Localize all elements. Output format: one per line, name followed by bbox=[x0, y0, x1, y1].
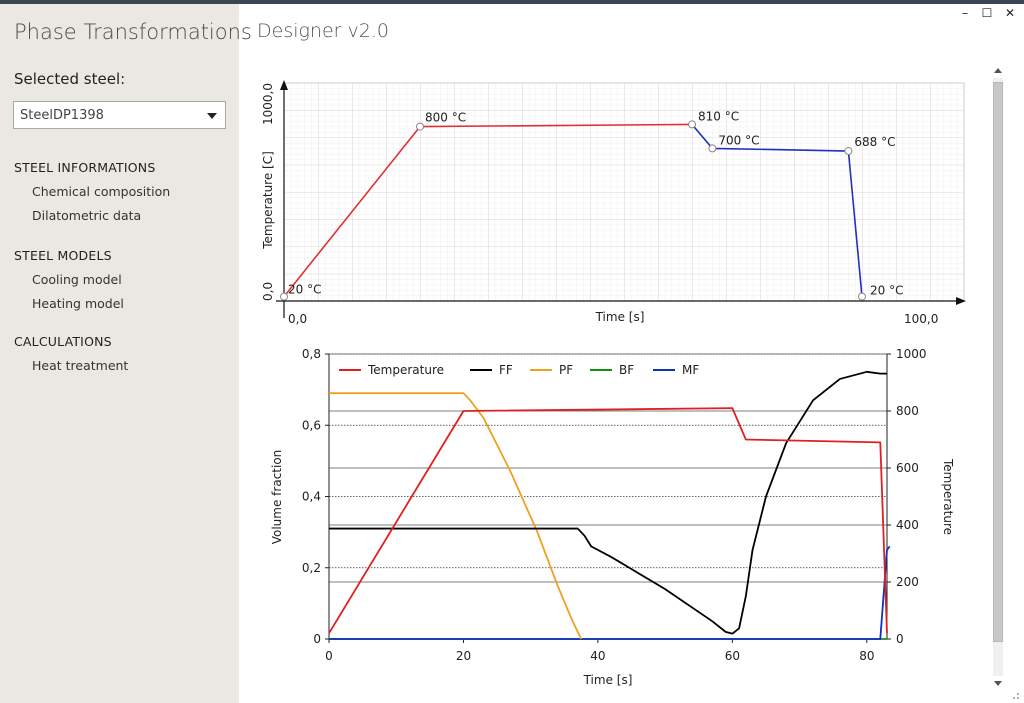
scroll-thumb[interactable] bbox=[993, 82, 1003, 642]
phase-series-line-pf bbox=[329, 392, 582, 640]
designer-y-axis-arrow bbox=[280, 80, 288, 90]
designer-point-label: 20 °C bbox=[870, 284, 903, 298]
designer-chart[interactable]: Temperature [C] 1000,0 0,0 0,0 Time [s] … bbox=[240, 70, 980, 340]
phase-ytick-label: 0 bbox=[313, 632, 321, 646]
phase-series-line-mf bbox=[329, 545, 891, 640]
designer-x-right-label: 100,0 bbox=[904, 312, 938, 326]
designer-point-handle[interactable] bbox=[280, 292, 288, 301]
phase-xtick-label: 80 bbox=[859, 649, 874, 663]
designer-title: Designer v2.0 bbox=[257, 20, 389, 42]
designer-ylabel: Temperature [C] bbox=[261, 151, 275, 250]
phase-xtick-label: 40 bbox=[590, 649, 605, 663]
nav-cooling-model[interactable]: Cooling model bbox=[32, 272, 122, 287]
phase-legend-label: MF bbox=[682, 363, 699, 377]
designer-point-label: 810 °C bbox=[698, 109, 739, 123]
phase-y2tick-label: 0 bbox=[896, 632, 904, 646]
phase-y2tick-label: 400 bbox=[896, 518, 919, 532]
phase-xtick-label: 60 bbox=[725, 649, 740, 663]
window-top-border bbox=[0, 0, 1024, 4]
phase-ytick-label: 0,8 bbox=[302, 347, 321, 361]
maximize-button[interactable]: ☐ bbox=[981, 6, 993, 20]
designer-point-label: 20 °C bbox=[288, 283, 321, 297]
phase-legend-label: PF bbox=[559, 363, 573, 377]
section-steel-models: STEEL MODELS bbox=[14, 248, 112, 263]
nav-dilatometric-data[interactable]: Dilatometric data bbox=[32, 208, 142, 223]
phase-y2tick-label: 1000 bbox=[896, 347, 927, 361]
designer-x-axis-arrow bbox=[956, 297, 966, 305]
phase-xtick-label: 0 bbox=[325, 649, 333, 663]
phase-series-line-ff bbox=[329, 370, 887, 635]
designer-point-handle[interactable] bbox=[858, 292, 866, 301]
designer-series-line-1 bbox=[691, 123, 863, 297]
phase-y2tick-label: 200 bbox=[896, 575, 919, 589]
steel-select-value: SteelDP1398 bbox=[20, 108, 104, 123]
phase-ytick-label: 0,6 bbox=[302, 418, 321, 432]
close-button[interactable]: ✕ bbox=[1004, 6, 1016, 20]
selected-steel-label: Selected steel: bbox=[14, 70, 126, 88]
phase-legend-label: FF bbox=[499, 363, 513, 377]
designer-point-label: 700 °C bbox=[718, 133, 759, 147]
nav-chemical-composition[interactable]: Chemical composition bbox=[32, 184, 171, 199]
phase-y2tick-label: 600 bbox=[896, 461, 919, 475]
app-title: Phase Transformations bbox=[14, 20, 252, 44]
designer-point-handle[interactable] bbox=[688, 120, 696, 129]
designer-point-handle[interactable] bbox=[844, 147, 853, 156]
section-calculations: CALCULATIONS bbox=[14, 334, 112, 349]
designer-major-grid bbox=[284, 83, 964, 301]
phase-y2tick-label: 800 bbox=[896, 404, 919, 418]
designer-point-label: 688 °C bbox=[854, 135, 895, 149]
phase-y2label: Temperature bbox=[941, 458, 955, 535]
phase-series-line-temperature bbox=[328, 407, 888, 634]
chevron-down-icon[interactable] bbox=[207, 113, 217, 119]
resize-grip-icon[interactable] bbox=[1010, 690, 1020, 700]
designer-point-handle[interactable] bbox=[708, 144, 717, 153]
section-steel-informations: STEEL INFORMATIONS bbox=[14, 160, 156, 175]
designer-y-top-label: 1000,0 bbox=[261, 83, 275, 125]
phase-legend-label: BF bbox=[619, 363, 634, 377]
scroll-down-icon[interactable] bbox=[994, 681, 1002, 686]
nav-heating-model[interactable]: Heating model bbox=[32, 296, 124, 311]
nav-heat-treatment[interactable]: Heat treatment bbox=[32, 358, 129, 373]
designer-xlabel: Time [s] bbox=[595, 310, 645, 324]
minimize-button[interactable]: – bbox=[962, 6, 968, 20]
phase-ylabel: Volume fraction bbox=[270, 450, 284, 545]
phase-ytick-label: 0,4 bbox=[302, 490, 321, 504]
steel-select[interactable]: SteelDP1398 bbox=[13, 101, 226, 129]
designer-point-handle[interactable] bbox=[416, 122, 424, 131]
phase-ytick-label: 0,2 bbox=[302, 561, 321, 575]
designer-x-left-label: 0,0 bbox=[288, 312, 307, 326]
phase-xlabel: Time [s] bbox=[583, 673, 633, 686]
phase-xtick-label: 20 bbox=[456, 649, 471, 663]
designer-y-bottom-label: 0,0 bbox=[261, 282, 275, 301]
designer-point-label: 800 °C bbox=[425, 111, 466, 125]
phase-legend-label: Temperature bbox=[367, 363, 444, 377]
vertical-scrollbar[interactable] bbox=[990, 66, 1006, 688]
scroll-up-icon[interactable] bbox=[994, 68, 1002, 73]
sidebar: Phase Transformations Selected steel: St… bbox=[0, 4, 252, 703]
